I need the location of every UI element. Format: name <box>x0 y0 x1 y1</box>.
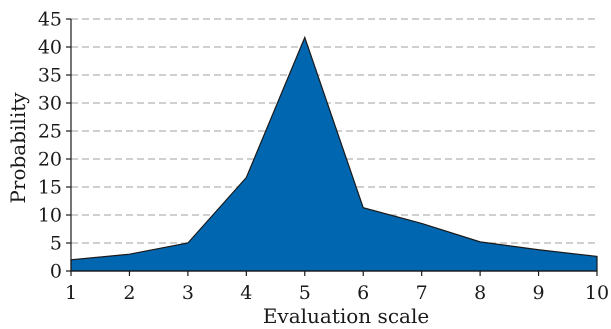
x-tick-label-10: 10 <box>585 282 609 304</box>
x-tick-labels: 1 2 3 4 5 6 7 8 9 10 <box>65 282 609 304</box>
x-tick-label-9: 9 <box>533 282 545 304</box>
y-tick-label-5: 5 <box>50 233 62 255</box>
y-tick-label-25: 25 <box>38 121 62 143</box>
x-axis-title: Evaluation scale <box>263 304 429 328</box>
y-tick-label-35: 35 <box>38 65 62 87</box>
x-tick-label-7: 7 <box>416 282 428 304</box>
y-tick-label-15: 15 <box>38 177 62 199</box>
y-tick-label-45: 45 <box>38 9 62 31</box>
y-tick-label-40: 40 <box>38 37 62 59</box>
series-area <box>70 35 598 272</box>
x-tick-label-1: 1 <box>65 282 77 304</box>
y-tick-labels: 0 5 10 15 20 25 30 35 40 45 <box>38 9 62 283</box>
x-tick-label-3: 3 <box>182 282 194 304</box>
x-tick-label-2: 2 <box>123 282 135 304</box>
area-series <box>70 35 598 272</box>
y-tick-label-30: 30 <box>38 93 62 115</box>
axes <box>66 18 598 276</box>
y-tick-label-0: 0 <box>50 261 62 283</box>
y-axis-title: Probability <box>6 92 30 204</box>
x-tick-label-8: 8 <box>474 282 486 304</box>
x-tick-label-6: 6 <box>357 282 369 304</box>
x-tick-label-4: 4 <box>240 282 252 304</box>
x-tick-label-5: 5 <box>299 282 311 304</box>
y-tick-label-20: 20 <box>38 149 62 171</box>
y-tick-label-10: 10 <box>38 205 62 227</box>
